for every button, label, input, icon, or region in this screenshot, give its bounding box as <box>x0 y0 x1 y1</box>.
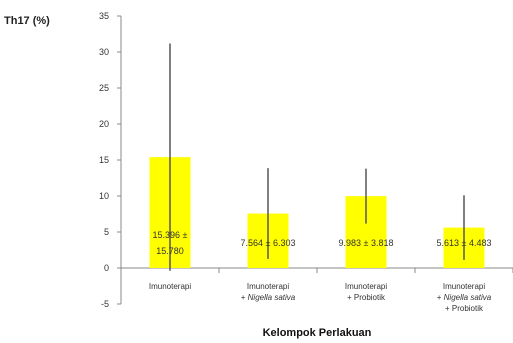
y-tick-label: 15 <box>99 155 109 165</box>
y-tick-label: -5 <box>101 299 109 309</box>
x-axis-ticks: Imunoterapi Imunoterapi + Nigella sativa Im… <box>149 282 492 313</box>
data-label: 5.613 ± 4.483 <box>437 238 492 248</box>
y-axis-ticks: -5 0 5 10 15 20 25 30 35 <box>99 11 121 309</box>
data-label: 15.396 ± <box>153 230 188 240</box>
y-tick-label: 10 <box>99 191 109 201</box>
y-tick-label: 0 <box>104 263 109 273</box>
y-tick-label: 30 <box>99 47 109 57</box>
x-tick-label: Imunoterapi <box>149 282 191 291</box>
y-tick-label: 20 <box>99 119 109 129</box>
error-bars <box>169 43 465 271</box>
y-tick-label: 25 <box>99 83 109 93</box>
y-tick-label: 5 <box>104 227 109 237</box>
x-tick-label: + Probiotik <box>347 293 386 302</box>
x-axis-label: Kelompok Perlakuan <box>263 327 372 339</box>
x-tick-label: Imunoterapi <box>345 282 387 291</box>
x-tick-label: Imunoterapi <box>247 282 289 291</box>
x-tick-label: + Nigella sativa <box>437 293 492 302</box>
x-tick-label: + Nigella sativa <box>241 293 296 302</box>
x-tick-label: Imunoterapi <box>443 282 485 291</box>
data-labels: 15.396 ± 15.780 7.564 ± 6.303 9.983 ± 3.818… <box>153 230 492 256</box>
data-label: 9.983 ± 3.818 <box>339 238 394 248</box>
data-label: 15.780 <box>156 246 184 256</box>
y-tick-label: 35 <box>99 11 109 21</box>
data-label: 7.564 ± 6.303 <box>241 238 296 248</box>
x-tick-label: + Probiotik <box>445 304 484 313</box>
y-axis-label: Th17 (%) <box>4 15 50 27</box>
bars <box>149 157 485 268</box>
